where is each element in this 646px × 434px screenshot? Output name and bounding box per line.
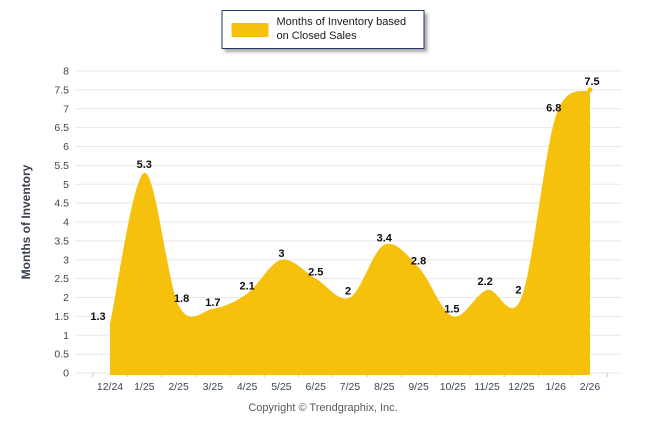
y-tick-label: 4.5: [54, 198, 69, 210]
y-tick-label: 5: [63, 179, 69, 191]
data-point-label: 1.8: [174, 293, 189, 305]
y-tick-label: 2: [63, 292, 69, 304]
y-tick-label: 2.5: [54, 273, 69, 285]
data-point-label: 7.5: [584, 76, 599, 88]
legend-label: Months of Inventory based on Closed Sale…: [276, 16, 407, 42]
inventory-area-series: [110, 89, 590, 376]
x-tick-label: 2/26: [580, 381, 601, 393]
y-tick-label: 5.5: [54, 160, 69, 172]
y-tick-label: 1.5: [54, 311, 69, 323]
x-tick-label: 11/25: [474, 381, 500, 393]
legend-swatch-icon: [231, 22, 269, 37]
data-point-label: 3: [278, 248, 284, 260]
x-tick-label: 1/25: [134, 381, 155, 393]
x-tick-label: 12/24: [97, 381, 123, 393]
y-axis-title: Months of Inventory: [19, 164, 33, 280]
data-point-label: 2: [345, 286, 351, 298]
y-tick-label: 6: [63, 141, 69, 153]
data-point-label: 2: [515, 285, 521, 297]
x-tick-label: 8/25: [374, 381, 395, 393]
x-tick-label: 12/25: [508, 381, 534, 393]
data-point-label: 3.4: [377, 233, 393, 245]
y-tick-label: 6.5: [54, 122, 69, 134]
x-tick-label: 10/25: [440, 381, 466, 393]
y-tick-label: 8: [63, 66, 69, 78]
data-point-label: 2.8: [411, 255, 426, 267]
x-tick-label: 3/25: [203, 381, 224, 393]
legend: Months of Inventory based on Closed Sale…: [221, 10, 425, 49]
data-point-label: 2.2: [477, 276, 492, 288]
y-tick-label: 0.5: [54, 349, 69, 361]
data-point-label: 1.5: [444, 303, 459, 315]
x-tick-label: 1/26: [545, 381, 566, 393]
y-tick-label: 3.5: [54, 235, 69, 247]
y-tick-label: 4: [63, 217, 69, 229]
data-point-label: 1.3: [90, 311, 105, 323]
y-tick-label: 7.5: [54, 84, 69, 96]
data-point-label: 2.5: [308, 267, 323, 279]
y-tick-label: 1: [63, 330, 69, 342]
x-tick-label: 9/25: [408, 381, 429, 393]
data-point-label: 5.3: [137, 159, 152, 171]
end-point-marker: [587, 87, 593, 93]
x-tick-label: 5/25: [271, 381, 292, 393]
y-tick-label: 7: [63, 103, 69, 115]
copyright-text: Copyright © Trendgraphix, Inc.: [248, 402, 398, 414]
data-point-label: 1.7: [205, 297, 220, 309]
x-tick-label: 6/25: [305, 381, 326, 393]
y-tick-label: 3: [63, 254, 69, 266]
data-point-label: 2.1: [239, 281, 254, 293]
x-tick-label: 4/25: [237, 381, 258, 393]
data-point-label: 6.8: [546, 102, 561, 114]
y-tick-label: 0: [63, 368, 69, 380]
x-tick-label: 7/25: [340, 381, 361, 393]
x-tick-label: 2/25: [168, 381, 189, 393]
